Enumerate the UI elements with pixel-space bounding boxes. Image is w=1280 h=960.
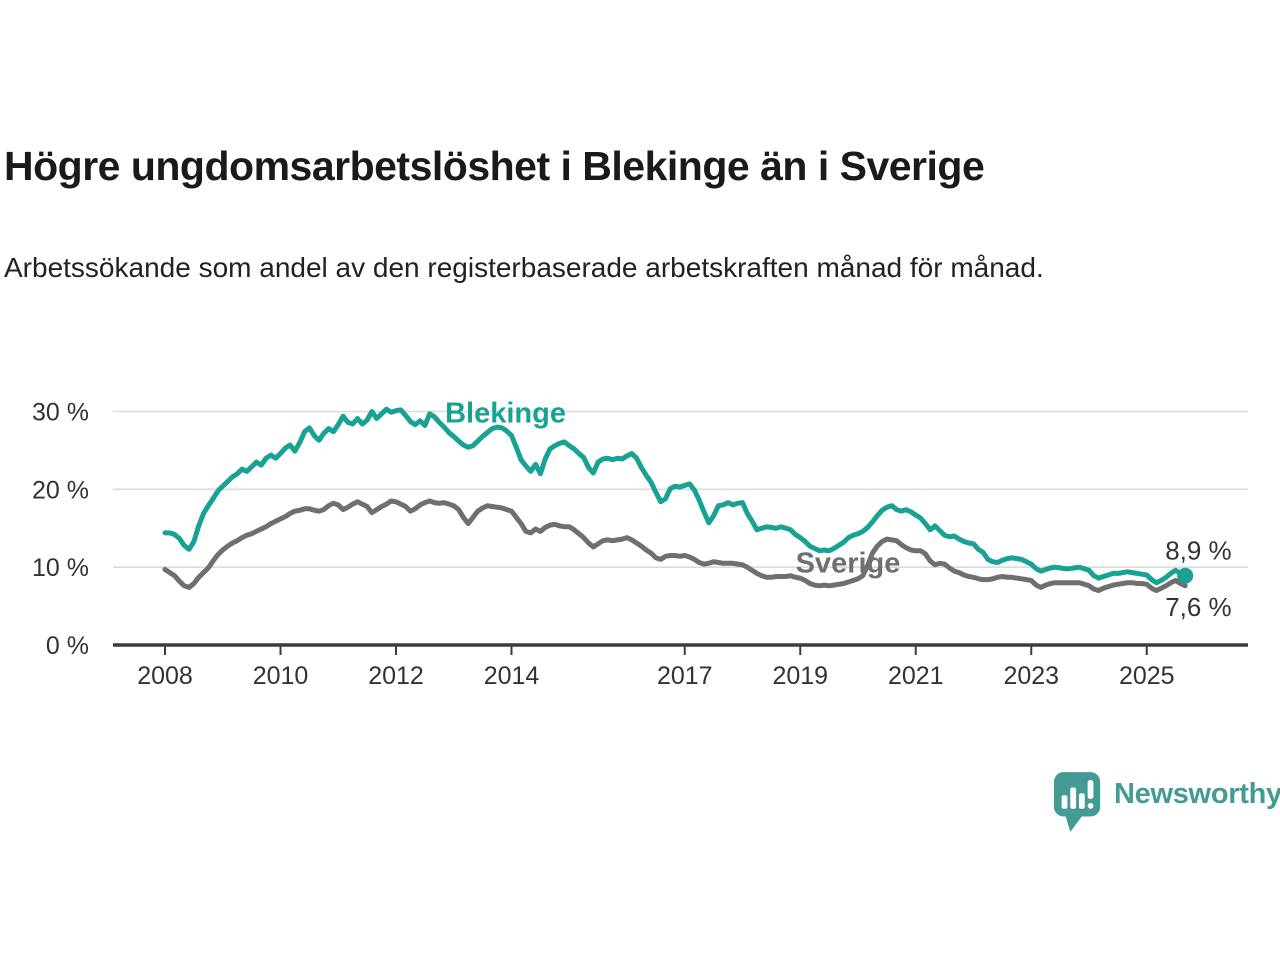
x-tick-label: 2008	[137, 662, 193, 690]
x-tick-label: 2012	[368, 662, 424, 690]
series-end-dot-blekinge	[1177, 567, 1194, 584]
series-label-blekinge: Blekinge	[445, 397, 566, 429]
series-end-value-sverige: 7,6 %	[1165, 592, 1232, 622]
newsworthy-branding: Newsworthy	[1052, 770, 1280, 834]
x-tick-label: 2025	[1119, 662, 1175, 690]
chart-subtitle: Arbetssökande som andel av den registerb…	[4, 252, 1044, 283]
y-tick-label: 30 %	[32, 399, 89, 427]
x-tick-label: 2010	[253, 662, 309, 690]
series-end-value-blekinge: 8,9 %	[1165, 536, 1232, 566]
series-label-sverige: Sverige	[796, 548, 901, 580]
x-tick-label: 2023	[1003, 662, 1059, 690]
y-tick-label: 20 %	[32, 476, 89, 504]
x-tick-label: 2014	[484, 662, 540, 690]
newsworthy-logo-icon	[1053, 772, 1101, 832]
series-line-blekinge	[162, 406, 1188, 586]
brand-name: Newsworthy	[1114, 778, 1280, 810]
x-tick-label: 2017	[657, 662, 713, 690]
y-tick-label: 10 %	[32, 554, 89, 582]
x-tick-label: 2019	[772, 662, 828, 690]
y-tick-label: 0 %	[46, 632, 89, 660]
chart-title: Högre ungdomsarbetslöshet i Blekinge än …	[4, 143, 985, 189]
series-line-sverige	[162, 498, 1188, 593]
x-tick-label: 2021	[888, 662, 944, 690]
